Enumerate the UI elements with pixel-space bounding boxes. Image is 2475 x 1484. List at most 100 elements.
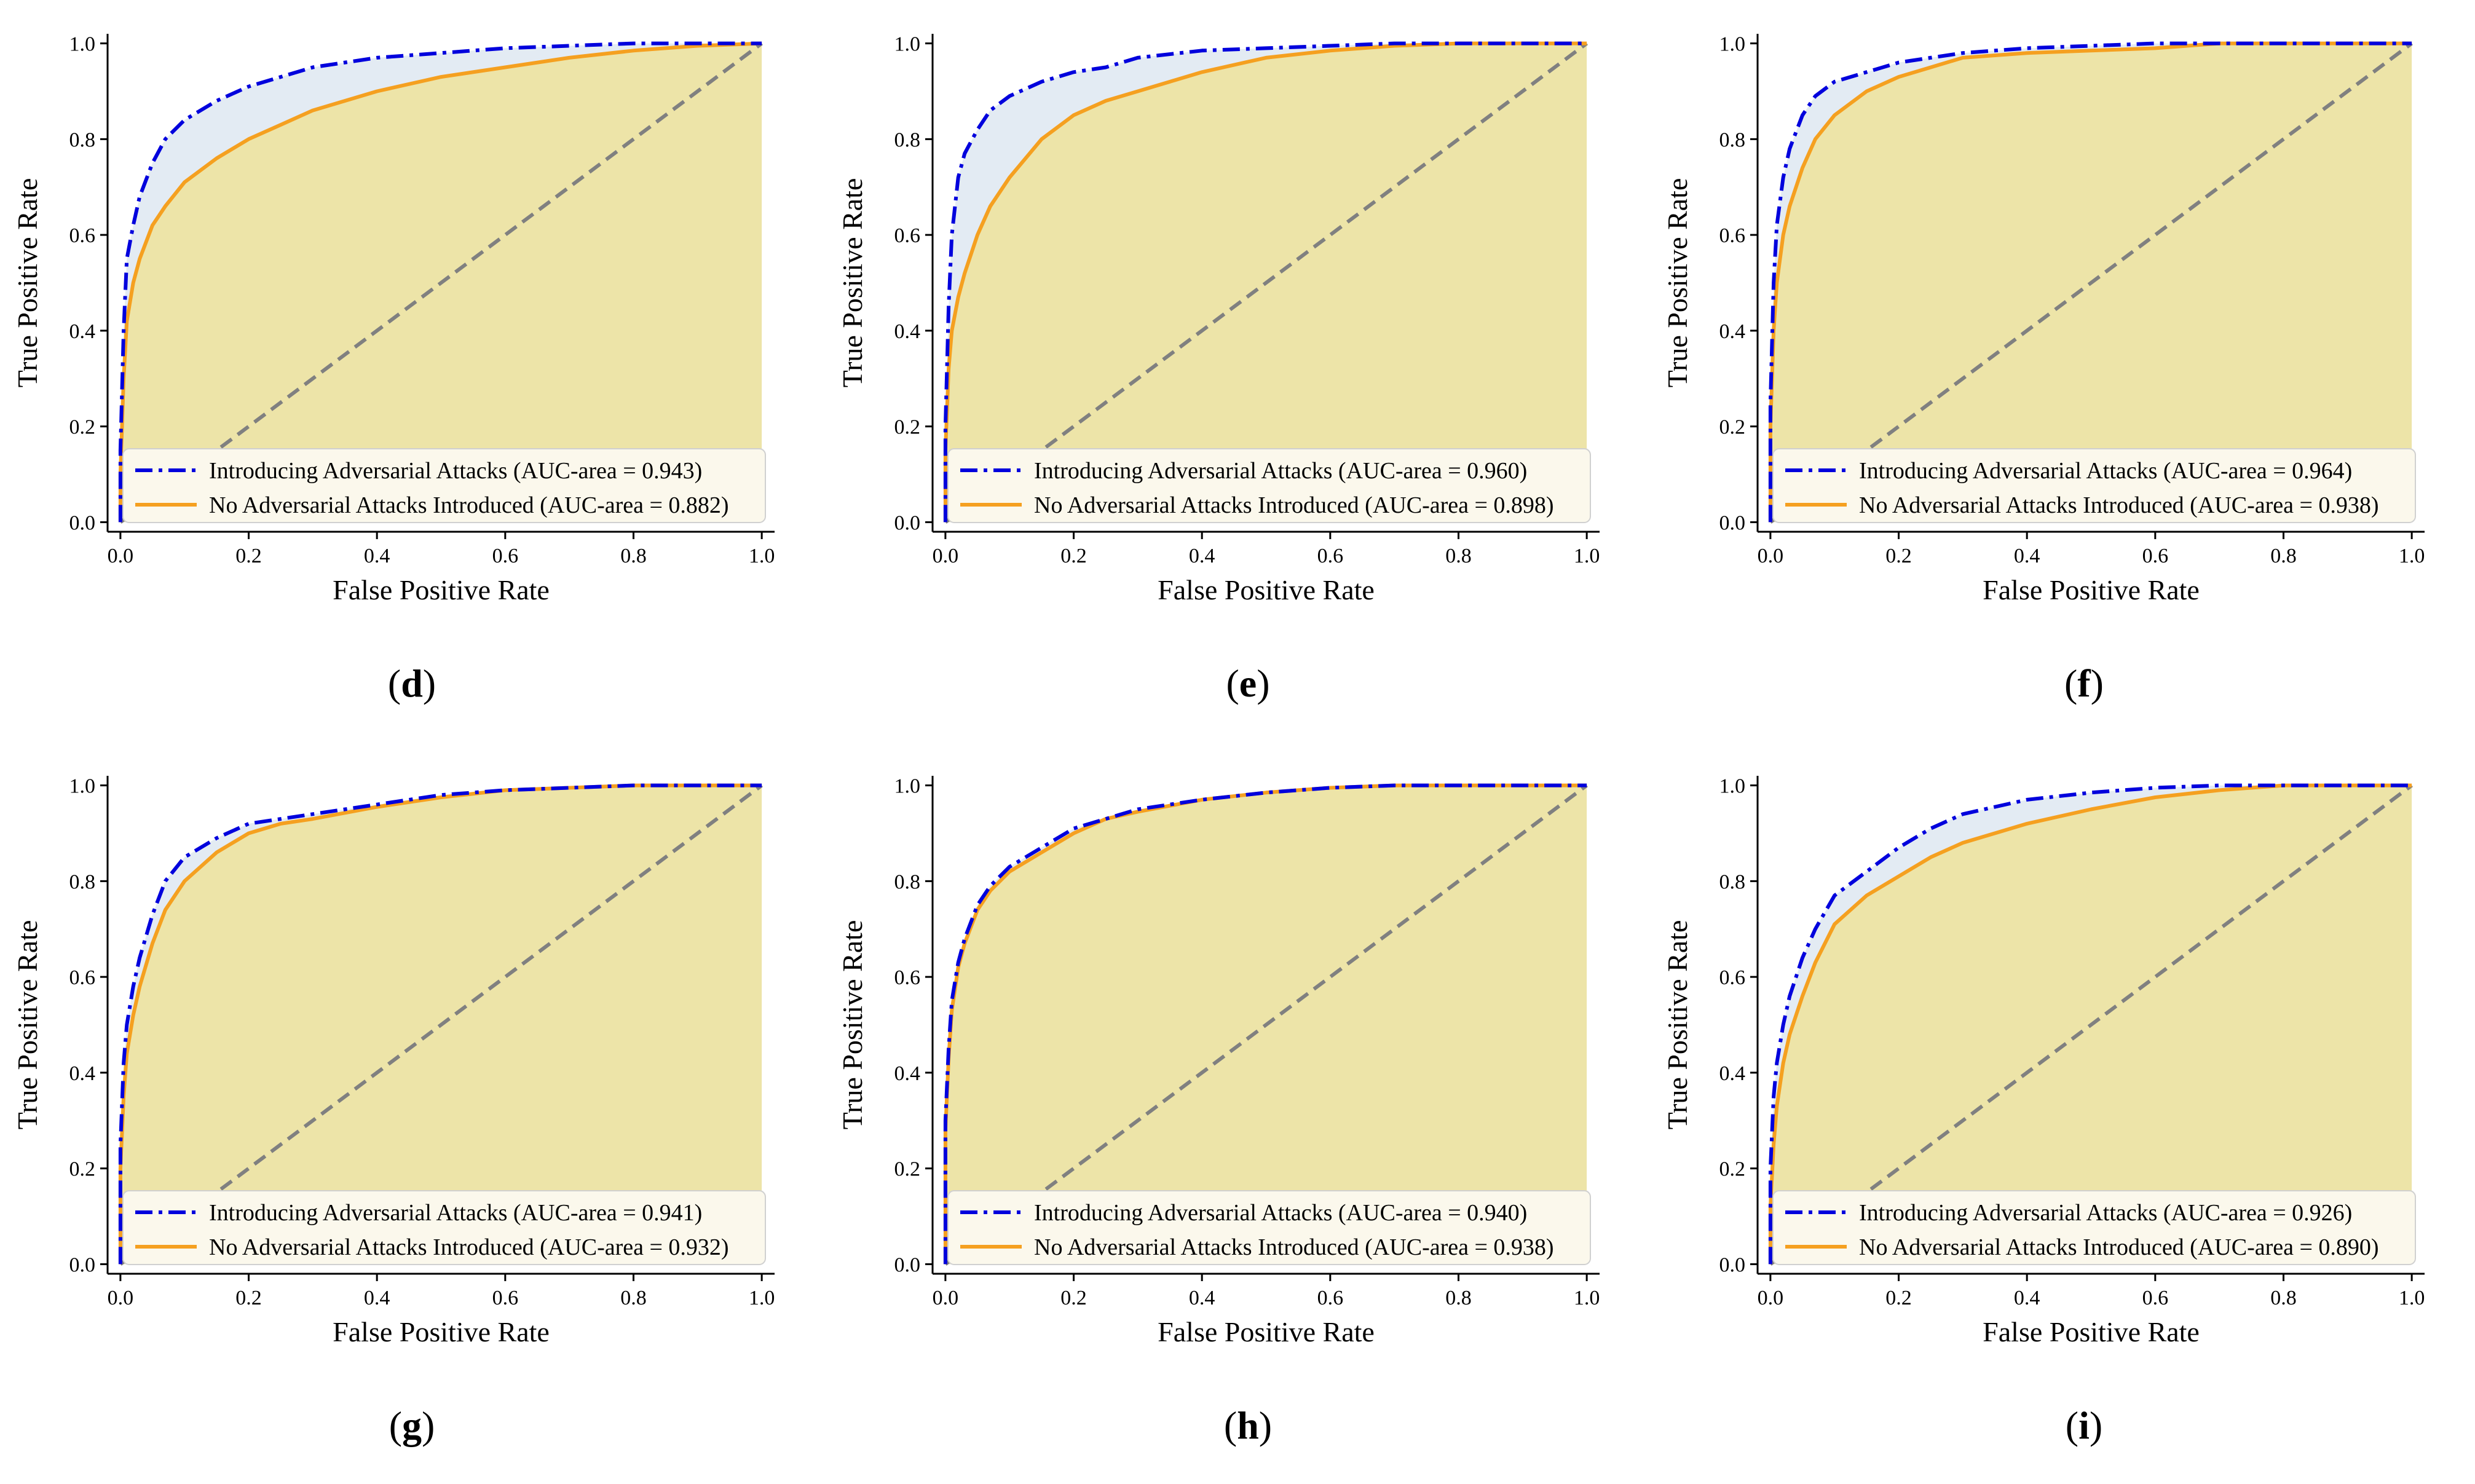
y-tick-label: 0.2: [69, 416, 96, 439]
y-tick-label: 0.2: [69, 1158, 96, 1181]
roc-line-adversarial: [1768, 41, 2412, 523]
y-tick-label: 0.0: [1719, 1253, 1746, 1276]
diagonal-reference-line: [119, 784, 763, 1266]
y-tick-label: 0.4: [1719, 320, 1746, 343]
x-tick-label: 0.6: [2142, 545, 2169, 567]
x-tick-label: 0.4: [364, 1287, 390, 1309]
x-axis-title: False Positive Rate: [1983, 574, 2200, 606]
x-tick-label: 0.6: [1317, 545, 1344, 567]
y-tick-label: 0.6: [894, 224, 921, 247]
x-tick-label: 0.6: [2142, 1287, 2169, 1309]
legend-label: Introducing Adversarial Attacks (AUC-are…: [1859, 1200, 2352, 1226]
x-axis-title: False Positive Rate: [333, 1316, 550, 1348]
x-tick-label: 0.6: [1317, 1287, 1344, 1309]
y-tick-label: 0.8: [894, 870, 921, 893]
legend-label: No Adversarial Attacks Introduced (AUC-a…: [1034, 492, 1554, 518]
y-tick-label: 0.8: [894, 128, 921, 151]
legend-label: Introducing Adversarial Attacks (AUC-are…: [1034, 1200, 1527, 1226]
roc-panel-e: 0.0 0.2 0.4 0.6 0.8 1.0 0.0 0.2 0.4 0.6 0.8 1.0 Fals…: [837, 33, 1600, 606]
y-tick-label: 0.0: [69, 511, 96, 534]
x-tick-label: 1.0: [1574, 1287, 1600, 1309]
x-tick-label: 0.2: [1060, 1287, 1087, 1309]
y-axis-title: True Positive Rate: [12, 178, 43, 388]
roc-panel-d: 0.0 0.2 0.4 0.6 0.8 1.0 0.0 0.2 0.4 0.6 0.8 1.0 Fals…: [12, 33, 775, 606]
legend-label: Introducing Adversarial Attacks (AUC-are…: [1034, 458, 1527, 484]
x-tick-label: 0.6: [492, 1287, 519, 1309]
legend-label: No Adversarial Attacks Introduced (AUC-a…: [1034, 1234, 1554, 1260]
x-tick-label: 0.4: [364, 545, 390, 567]
y-axis-title: True Positive Rate: [837, 178, 868, 388]
x-tick-label: 0.2: [235, 545, 262, 567]
x-tick-label: 1.0: [749, 545, 775, 567]
diagonal-reference-line: [944, 42, 1588, 524]
x-tick-label: 0.2: [1060, 545, 1087, 567]
legend: Introducing Adversarial Attacks (AUC-are…: [1772, 448, 2416, 523]
y-tick-label: 0.4: [1719, 1062, 1746, 1085]
y-tick-label: 1.0: [69, 33, 96, 56]
roc-panel-f: 0.0 0.2 0.4 0.6 0.8 1.0 0.0 0.2 0.4 0.6 0.8 1.0 Fals…: [1662, 33, 2425, 606]
y-tick-label: 0.6: [1719, 224, 1746, 247]
caption-f: (f): [2064, 661, 2104, 705]
legend: Introducing Adversarial Attacks (AUC-are…: [122, 1190, 766, 1265]
y-tick-label: 0.4: [69, 320, 96, 343]
legend-box: [1772, 448, 2416, 523]
y-axis-title: True Positive Rate: [1662, 920, 1693, 1130]
x-axis-title: False Positive Rate: [1158, 1316, 1375, 1348]
legend-box: [122, 448, 766, 523]
y-tick-label: 0.4: [894, 1062, 921, 1085]
y-axis-title: True Positive Rate: [837, 920, 868, 1130]
x-tick-label: 0.0: [933, 545, 959, 567]
x-tick-label: 0.4: [1189, 545, 1215, 567]
x-tick-label: 0.2: [1885, 1287, 1912, 1309]
roc-line-adversarial: [943, 783, 1587, 1265]
y-tick-label: 0.8: [69, 128, 96, 151]
y-tick-label: 0.2: [894, 1158, 921, 1181]
y-tick-label: 0.6: [894, 966, 921, 989]
caption-i: (i): [2065, 1403, 2103, 1447]
x-tick-label: 0.4: [1189, 1287, 1215, 1309]
x-axis-title: False Positive Rate: [1983, 1316, 2200, 1348]
roc-line-no-adversarial: [118, 41, 762, 523]
x-tick-label: 0.0: [108, 545, 134, 567]
x-tick-label: 1.0: [2399, 545, 2425, 567]
y-tick-label: 0.2: [1719, 416, 1746, 439]
legend: Introducing Adversarial Attacks (AUC-are…: [947, 1190, 1591, 1265]
x-axis-title: False Positive Rate: [333, 574, 550, 606]
roc-line-adversarial: [1768, 783, 2412, 1265]
x-tick-label: 0.2: [235, 1287, 262, 1309]
x-tick-label: 0.2: [1885, 545, 1912, 567]
x-tick-label: 0.8: [2270, 1287, 2297, 1309]
y-tick-label: 0.8: [1719, 870, 1746, 893]
legend-label: Introducing Adversarial Attacks (AUC-are…: [209, 1200, 702, 1226]
y-tick-label: 0.2: [1719, 1158, 1746, 1181]
x-tick-label: 0.4: [2014, 545, 2040, 567]
legend-label: No Adversarial Attacks Introduced (AUC-a…: [209, 1234, 729, 1260]
legend: Introducing Adversarial Attacks (AUC-are…: [947, 448, 1591, 523]
diagonal-reference-line: [944, 784, 1588, 1266]
caption-h: (h): [1223, 1403, 1273, 1447]
legend-box: [947, 1190, 1591, 1265]
y-tick-label: 0.0: [894, 511, 921, 534]
y-axis-title: True Positive Rate: [12, 920, 43, 1130]
legend-label: No Adversarial Attacks Introduced (AUC-a…: [1859, 492, 2379, 518]
y-tick-label: 0.0: [894, 1253, 921, 1276]
x-axis-title: False Positive Rate: [1158, 574, 1375, 606]
caption-d: (d): [387, 661, 436, 705]
roc-line-no-adversarial: [1768, 783, 2412, 1265]
x-tick-label: 0.0: [108, 1287, 134, 1309]
x-tick-label: 0.8: [620, 1287, 647, 1309]
x-tick-label: 0.4: [2014, 1287, 2040, 1309]
legend-label: Introducing Adversarial Attacks (AUC-are…: [1859, 458, 2352, 484]
diagonal-reference-line: [119, 42, 763, 524]
y-tick-label: 1.0: [894, 33, 921, 56]
x-tick-label: 0.0: [1758, 545, 1784, 567]
y-tick-label: 0.0: [1719, 511, 1746, 534]
legend-box: [947, 448, 1591, 523]
roc-panel-h: 0.0 0.2 0.4 0.6 0.8 1.0 0.0 0.2 0.4 0.6 0.8 1.0 Fals…: [837, 775, 1600, 1348]
legend-label: No Adversarial Attacks Introduced (AUC-a…: [209, 492, 729, 518]
y-tick-label: 1.0: [894, 775, 921, 798]
x-tick-label: 0.8: [1445, 545, 1472, 567]
legend-label: Introducing Adversarial Attacks (AUC-are…: [209, 458, 702, 484]
roc-line-no-adversarial: [943, 41, 1587, 523]
